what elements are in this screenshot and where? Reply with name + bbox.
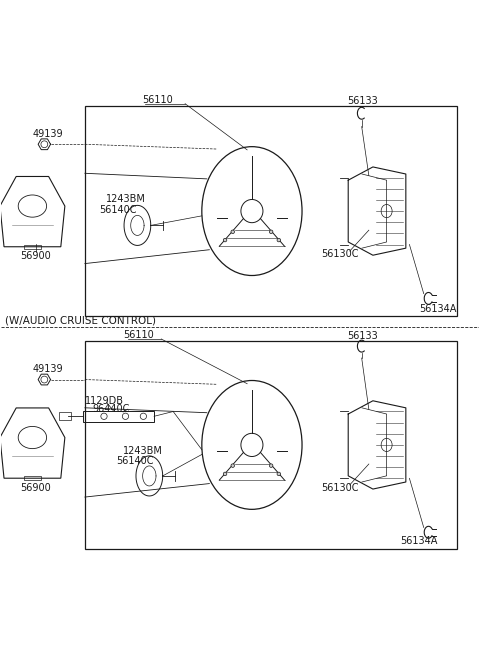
Circle shape	[223, 472, 227, 476]
Text: 56900: 56900	[21, 251, 51, 262]
Circle shape	[231, 230, 235, 234]
Text: 49139: 49139	[33, 129, 63, 139]
Circle shape	[269, 464, 273, 467]
Bar	[24, 476, 40, 480]
Circle shape	[277, 238, 280, 242]
Text: 56110: 56110	[142, 95, 173, 105]
Text: 49139: 49139	[33, 364, 63, 374]
Circle shape	[231, 464, 235, 467]
Bar	[24, 245, 40, 249]
Circle shape	[269, 230, 273, 234]
Text: 56133: 56133	[348, 331, 378, 340]
Text: 56130C: 56130C	[321, 483, 359, 493]
Text: (W/AUDIO CRUISE CONTROL): (W/AUDIO CRUISE CONTROL)	[5, 316, 156, 326]
Bar	[83, 411, 154, 422]
Text: 56134A: 56134A	[419, 304, 456, 314]
Text: 1243BM: 1243BM	[107, 194, 146, 204]
Text: 56140C: 56140C	[116, 456, 154, 466]
Text: 96440C: 96440C	[92, 404, 130, 414]
Text: 56140C: 56140C	[99, 205, 137, 215]
Bar	[85, 341, 457, 549]
Circle shape	[223, 238, 227, 242]
Text: 56900: 56900	[21, 483, 51, 493]
Text: 56130C: 56130C	[321, 249, 359, 259]
Text: 56134A: 56134A	[400, 536, 437, 546]
Circle shape	[277, 472, 280, 476]
Text: 1129DB: 1129DB	[85, 396, 124, 405]
Text: 56110: 56110	[123, 330, 154, 340]
Text: 1243BM: 1243BM	[123, 445, 163, 456]
Text: 56133: 56133	[348, 96, 378, 106]
Bar	[85, 106, 457, 316]
Bar	[59, 413, 71, 420]
